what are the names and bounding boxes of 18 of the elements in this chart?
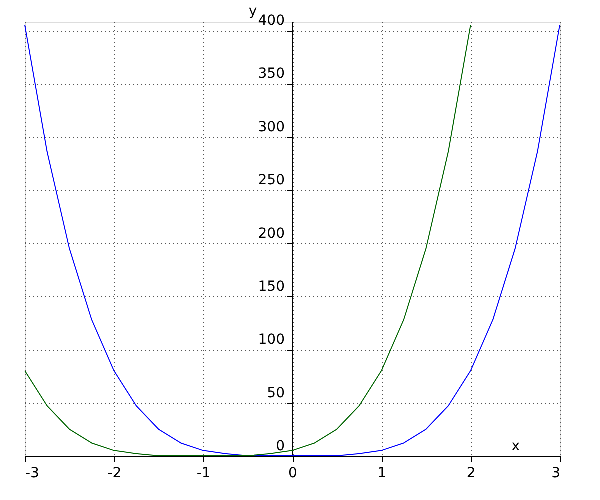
x-tick-label: -2 — [108, 466, 122, 482]
y-tick-label: 0 — [276, 438, 285, 454]
x-tick-label: 0 — [288, 466, 298, 482]
y-axis-title: y — [248, 4, 258, 20]
y-tick-label: 150 — [258, 278, 285, 295]
x-axis-title: x — [512, 438, 520, 454]
y-tick-label: 200 — [258, 226, 285, 242]
x-tick-label: 1 — [378, 466, 387, 482]
y-tick-label: 350 — [258, 66, 285, 82]
y-tick-label: 400 — [258, 13, 285, 30]
y-tick-label: 300 — [258, 119, 285, 136]
x-tick-label: -3 — [26, 466, 40, 482]
y-tick-label: 100 — [258, 332, 285, 348]
y-tick-label: 50 — [267, 385, 285, 402]
x-tick-label: 2 — [466, 466, 476, 482]
x-tick-label: 3 — [552, 466, 560, 482]
y-tick-label: 250 — [258, 172, 285, 189]
x-tick-label: -1 — [196, 466, 211, 482]
